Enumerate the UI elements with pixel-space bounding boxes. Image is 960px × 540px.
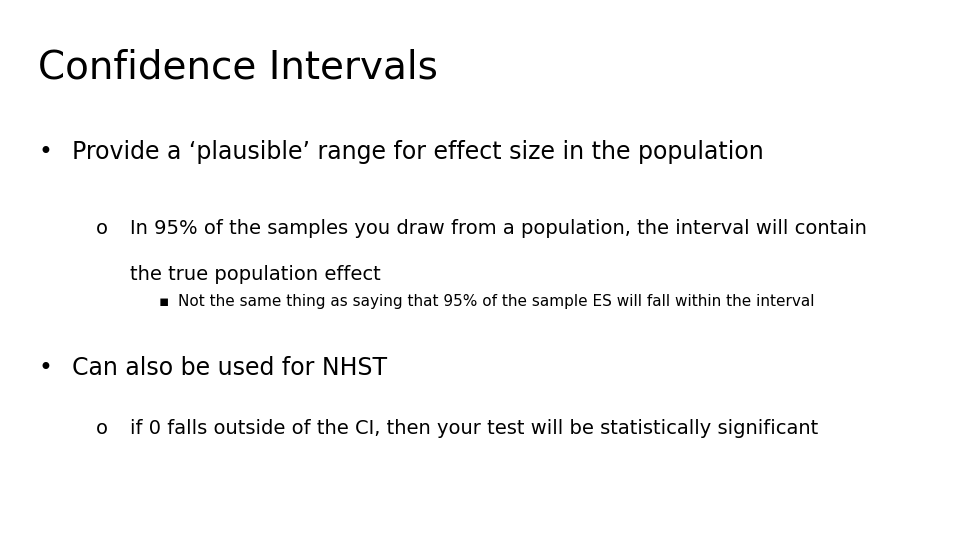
Text: •: •	[38, 356, 52, 380]
Text: Not the same thing as saying that 95% of the sample ES will fall within the inte: Not the same thing as saying that 95% of…	[178, 294, 814, 309]
Text: if 0 falls outside of the CI, then your test will be statistically significant: if 0 falls outside of the CI, then your …	[130, 418, 818, 437]
Text: In 95% of the samples you draw from a population, the interval will contain: In 95% of the samples you draw from a po…	[130, 219, 867, 238]
Text: •: •	[38, 140, 52, 164]
Text: o: o	[96, 418, 108, 437]
Text: o: o	[96, 219, 108, 238]
Text: the true population effect: the true population effect	[130, 265, 380, 284]
Text: Can also be used for NHST: Can also be used for NHST	[72, 356, 387, 380]
Text: Confidence Intervals: Confidence Intervals	[38, 49, 439, 86]
Text: ▪: ▪	[158, 294, 169, 309]
Text: Provide a ‘plausible’ range for effect size in the population: Provide a ‘plausible’ range for effect s…	[72, 140, 764, 164]
